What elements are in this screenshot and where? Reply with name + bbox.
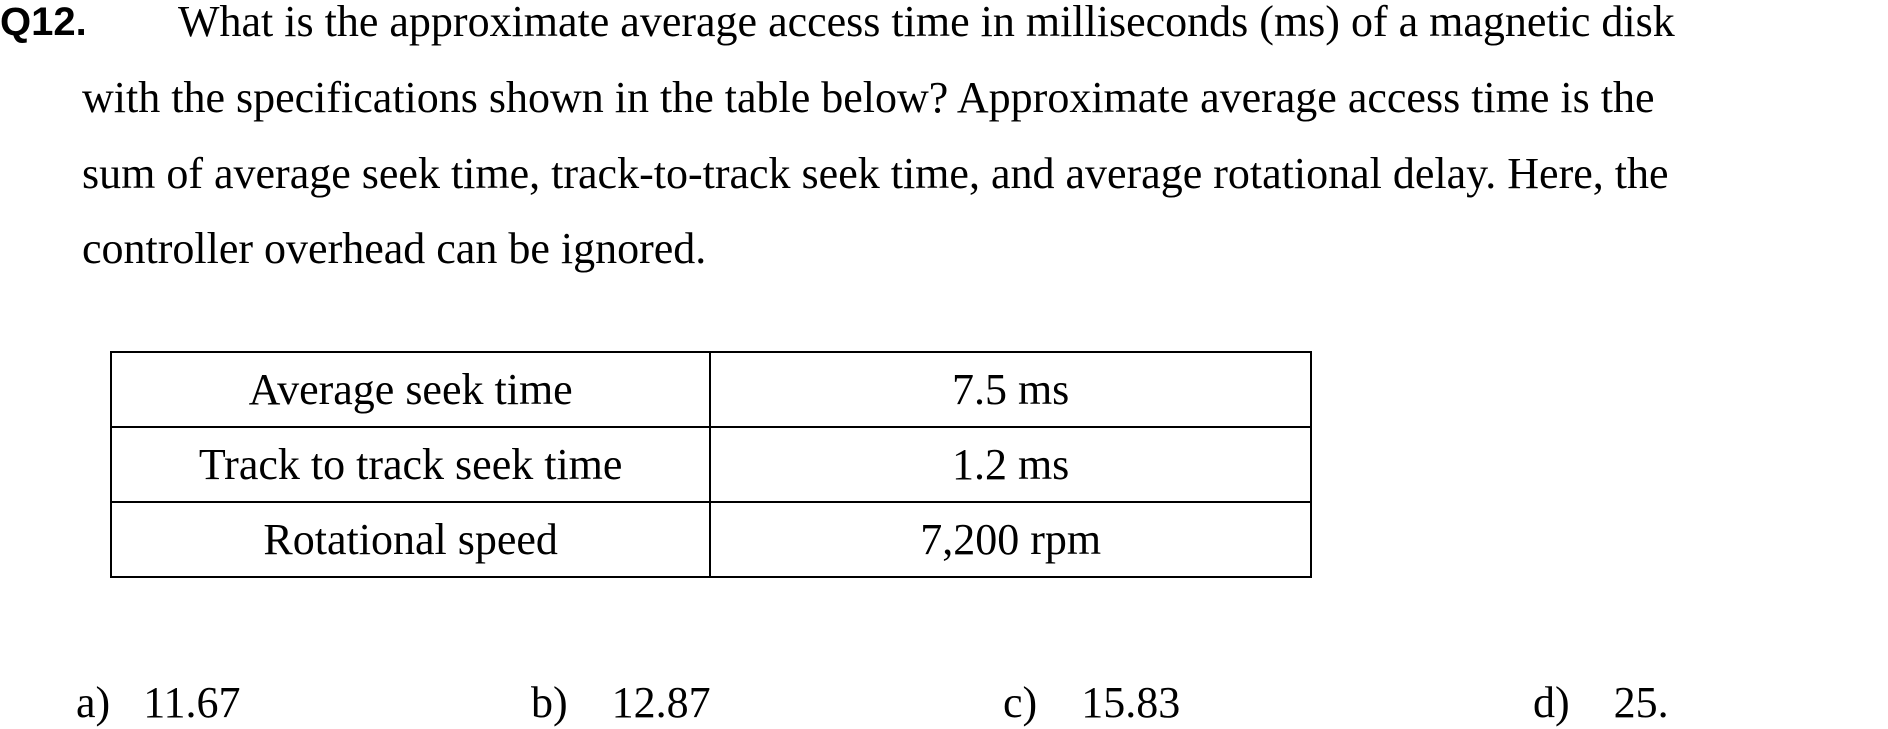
table-cell-label: Average seek time [109,351,712,428]
option-value: 25. [1613,678,1669,727]
question-text-line-4: controller overhead can be ignored. [82,224,707,273]
option-value: 11.67 [143,678,241,727]
specifications-table: Average seek time 7.5 ms Track to track … [109,351,1312,578]
option-letter: c) [1003,678,1038,727]
option-letter: d) [1533,678,1570,727]
table-row: Track to track seek time 1.2 ms [109,426,1312,503]
question-text-line-3: sum of average seek time, track-to-track… [82,149,1669,198]
table-cell-value: 7,200 rpm [709,501,1312,578]
question-text-line-2: with the specifications shown in the tab… [82,73,1655,122]
option-letter: b) [531,678,568,727]
option-a: a) 11.67 [76,677,241,729]
table-row: Rotational speed 7,200 rpm [109,501,1312,578]
option-c: c) 15.83 [1003,677,1180,729]
option-value: 12.87 [611,678,711,727]
question-number: Q12. [0,0,87,44]
option-letter: a) [76,678,111,727]
table-cell-value: 1.2 ms [709,426,1312,503]
table-cell-label: Rotational speed [109,501,712,578]
option-d: d) 25. [1533,677,1669,729]
question-text-line-1: What is the approximate average access t… [178,0,1675,46]
table-row: Average seek time 7.5 ms [109,351,1312,428]
table-cell-label: Track to track seek time [109,426,712,503]
option-value: 15.83 [1081,678,1181,727]
option-b: b) 12.87 [531,677,711,729]
table-cell-value: 7.5 ms [709,351,1312,428]
